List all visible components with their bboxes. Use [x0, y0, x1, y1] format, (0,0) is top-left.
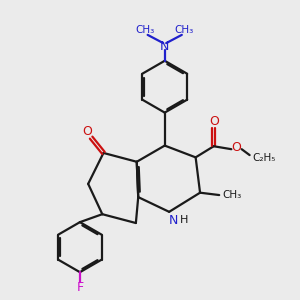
Text: N: N [160, 40, 169, 52]
Text: CH₃: CH₃ [136, 25, 155, 34]
Text: CH₃: CH₃ [175, 25, 194, 34]
Text: H: H [180, 215, 188, 225]
Text: F: F [76, 281, 83, 294]
Text: C₂H₅: C₂H₅ [252, 153, 275, 163]
Text: O: O [232, 141, 242, 154]
Text: CH₃: CH₃ [222, 190, 241, 200]
Text: O: O [82, 125, 92, 138]
Text: N: N [169, 214, 178, 226]
Text: O: O [209, 115, 219, 128]
